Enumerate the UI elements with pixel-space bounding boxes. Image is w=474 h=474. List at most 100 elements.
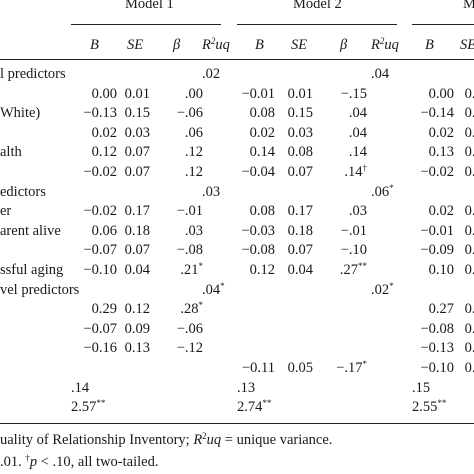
cell-m1-r2: .02 (202, 66, 221, 82)
cell-m3-se: 0.17 (464, 203, 474, 219)
row-label: l predictors (0, 66, 66, 82)
cell-m2-b: −0.04 (241, 164, 275, 180)
cell-m1-beta: .28* (180, 300, 204, 317)
table-row: vel predictors .04* .02* (0, 281, 474, 301)
significance-marker: ** (437, 398, 447, 408)
cell-m1-b: −0.02 (83, 203, 117, 219)
cell-m2-beta: .14† (344, 163, 367, 180)
footnote-line-2: .01. †p < .10, all two-tailed. (0, 453, 158, 470)
footnote-line-1: uality of Relationship Inventory; R2uq =… (0, 432, 332, 448)
cell-m3-se: 0.07 (464, 164, 474, 180)
significance-marker: * (389, 183, 394, 193)
cell-m1-b: .14 (71, 380, 90, 396)
cell-m3-b: −0.08 (420, 321, 454, 337)
cell-m3-se: 0.07 (464, 144, 474, 160)
cell-m1-se: 0.17 (124, 203, 150, 219)
header-rule-model3 (412, 24, 474, 25)
table-row: −0.11 0.05 −.17* −0.10 0.05 (0, 360, 474, 379)
cell-m2-se: 0.07 (287, 164, 313, 180)
cell-m1-b: −0.13 (83, 105, 117, 121)
table-row: .14 .13 .15 (0, 381, 474, 399)
footnote-text-a: uality of Relationship Inventory; (0, 432, 194, 448)
cell-m2-beta: −.01 (340, 223, 367, 239)
col-r2uq-m1: R2uq (202, 36, 230, 53)
cell-m1-beta: −.01 (176, 203, 203, 219)
cell-m1-se: 0.13 (124, 340, 150, 356)
cell-m3-b: 0.13 (428, 144, 454, 160)
table-row: 0.29 0.12 .28* 0.27 0.12 (0, 300, 474, 320)
cell-m3-se: 0.12 (464, 301, 474, 317)
cell-m1-b: 0.02 (91, 125, 117, 141)
cell-m1-b: −0.10 (83, 262, 117, 278)
cell-m2-b: −0.08 (241, 242, 275, 258)
header-rule-model1 (71, 24, 221, 25)
col-b-m1: B (90, 37, 99, 53)
cell-m2-beta: .04 (348, 125, 367, 141)
cell-m1-se: 0.09 (124, 321, 150, 337)
cell-m2-b: 0.14 (249, 144, 275, 160)
cell-m2-b: 0.08 (249, 203, 275, 219)
col-b-m3: B (425, 37, 434, 53)
significance-marker: ** (262, 398, 272, 408)
cell-m1-se: 0.01 (124, 86, 150, 102)
footnote-dagger: † (25, 453, 30, 463)
cell-m1-r2: .04* (202, 281, 225, 298)
significance-marker: * (220, 281, 225, 291)
significance-marker: * (198, 261, 204, 271)
cell-m3-b: 0.10 (428, 262, 454, 278)
significance-marker: * (198, 300, 204, 310)
row-label: arent alive (0, 223, 61, 239)
col-se-m1: SE (127, 37, 144, 53)
table-row: −0.07 0.07 −.08 −0.08 0.07 −.10 −0.09 0.07 (0, 243, 474, 261)
row-label: er (0, 203, 12, 219)
cell-m2-b: −0.11 (241, 360, 275, 376)
table-bottom-rule (0, 423, 474, 424)
model-1-header: Model 1 (125, 0, 174, 12)
cell-m2-b: 0.12 (249, 262, 275, 278)
cell-m3-b: −0.13 (420, 340, 454, 356)
col-beta-m2: β (340, 37, 348, 53)
cell-m3-se: 0.03 (464, 125, 474, 141)
cell-m3-se: 0.05 (464, 360, 474, 376)
cell-m2-r2: .06* (371, 183, 394, 200)
cell-m3-b: .15 (412, 380, 431, 396)
cell-m2-b: −0.03 (241, 223, 275, 239)
cell-m1-se: 0.18 (124, 223, 150, 239)
cell-m1-se: 0.15 (124, 105, 150, 121)
cell-m3-b: −0.10 (420, 360, 454, 376)
cell-m3-b: 2.55** (412, 398, 447, 415)
cell-m1-beta: .21* (180, 261, 204, 278)
cell-m1-b: 0.29 (91, 301, 117, 317)
cell-m1-beta: −.06 (176, 105, 203, 121)
cell-m1-b: −0.07 (83, 321, 117, 337)
cell-m1-beta: .12 (184, 144, 203, 160)
footnote-r: R (193, 432, 203, 448)
cell-m2-se: 0.08 (287, 144, 313, 160)
cell-m3-se: 0.01 (464, 86, 474, 102)
cell-m1-se: 0.03 (124, 125, 150, 141)
cell-m1-se: 0.07 (124, 144, 150, 160)
cell-m2-se: 0.01 (287, 86, 313, 102)
model-2-header: Model 2 (293, 0, 342, 12)
cell-m1-beta: .12 (184, 164, 203, 180)
row-label: White) (0, 105, 41, 121)
cell-m3-se: 0.04 (464, 262, 474, 278)
cell-m3-b: −0.09 (420, 242, 454, 258)
col-se-m3: SE (460, 37, 474, 53)
cell-m1-se: 0.07 (124, 164, 150, 180)
table-row: 0.02 0.03 .06 0.02 0.03 .04 0.02 0.03 (0, 126, 474, 144)
cell-m3-b: 0.00 (428, 86, 454, 102)
cell-m2-b: 0.08 (249, 105, 275, 121)
cell-m1-b: −0.07 (83, 242, 117, 258)
cell-m2-se: 0.07 (287, 242, 313, 258)
cell-m1-b: −0.02 (83, 164, 117, 180)
cell-m1-beta: .00 (184, 86, 203, 102)
sup2: 2 (210, 36, 216, 46)
cell-m2-se: 0.03 (287, 125, 313, 141)
table-row: 0.00 0.01 .00 −0.01 0.01 −.15 0.00 0.01 (0, 87, 474, 105)
row-label: edictors (0, 184, 46, 200)
cell-m3-se: 0.07 (464, 242, 474, 258)
cell-m3-se: 0.09 (464, 321, 474, 337)
cell-m2-b: 2.74** (237, 398, 272, 415)
cell-m1-r2: .03 (202, 184, 221, 200)
